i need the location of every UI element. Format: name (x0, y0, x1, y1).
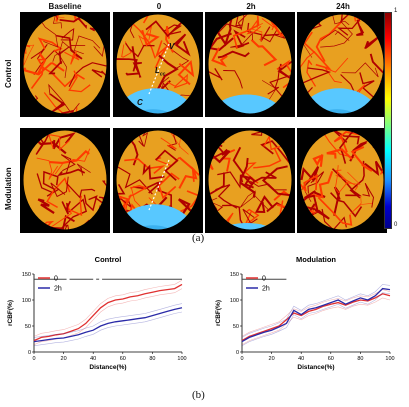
col-header-2h: 2h (206, 2, 296, 11)
perfusion-image-modulation-2h (205, 128, 295, 233)
caption-a: (a) (192, 232, 204, 244)
colorbar-max-label: 1 (394, 8, 397, 14)
control-plot-series-0-lower-band (34, 289, 182, 345)
control-plot-legend-label-1: 2h (54, 286, 62, 293)
modulation-plot-ylabel: rCBF(%) (215, 300, 222, 326)
col-header-0: 0 (114, 2, 204, 11)
col-header-baseline: Baseline (20, 2, 110, 11)
control-plot-ytick-label: 50 (25, 324, 31, 330)
control-plot-series-1-lower-band (34, 312, 182, 346)
control-plot-series-1-upper-band (34, 304, 182, 338)
colorbar-min-label: 0 (394, 222, 397, 228)
control-plot-xtick-label: 0 (32, 356, 35, 362)
control-plot-ytick-label: 100 (22, 298, 31, 304)
control-plot-ytick-label: 150 (22, 272, 31, 278)
control-plot-xlabel: Distance(%) (89, 364, 126, 371)
modulation-plot-ytick-label: 50 (233, 324, 239, 330)
perfusion-image-control-baseline (20, 12, 110, 117)
perfusion-image-modulation-24h (297, 128, 387, 233)
modulation-plot-xtick-label: 80 (357, 356, 363, 362)
control-plot-ytick-label: 0 (28, 350, 31, 356)
annotation-lcc: Lcc (155, 66, 165, 78)
col-header-24h: 24h (298, 2, 388, 11)
control-plot-title: Control (95, 255, 122, 264)
modulation-plot-legend-label-0: 0 (262, 276, 266, 283)
modulation-plot-xtick-label: 60 (328, 356, 334, 362)
control-plot-xtick-label: 60 (120, 356, 126, 362)
perfusion-image-control-24h (297, 12, 387, 117)
modulation-plot-xtick-label: 20 (269, 356, 275, 362)
modulation-plot-xtick-label: 40 (298, 356, 304, 362)
control-plot-xtick-label: 40 (90, 356, 96, 362)
colorbar (384, 12, 392, 229)
control-plot-xtick-label: 80 (149, 356, 155, 362)
row-label-control: Control (4, 60, 13, 88)
caption-b: (b) (192, 389, 205, 401)
control-plot-ylabel: rCBF(%) (7, 300, 14, 326)
modulation-plot-ytick-label: 150 (230, 272, 239, 278)
modulation-plot-title: Modulation (296, 255, 336, 264)
modulation-plot: Modulation 0 50 100 150 0 20 40 60 80 100 Distance(… (212, 252, 407, 392)
perfusion-image-control-2h (205, 12, 295, 117)
control-plot-xtick-label: 100 (177, 356, 186, 362)
perfusion-image-modulation-baseline (20, 128, 110, 233)
control-plot-legend-label-0: 0 (54, 276, 58, 283)
control-plot-xtick-label: 20 (61, 356, 67, 362)
control-plot-series-1-line (34, 308, 182, 342)
modulation-plot-svg: Modulation 0 50 100 150 0 20 40 60 80 100 Distance(… (212, 252, 407, 387)
perfusion-image-modulation-0 (113, 128, 203, 233)
modulation-plot-xlabel: Distance(%) (297, 364, 334, 371)
annotation-v: V (169, 42, 174, 51)
annotation-c: C (137, 98, 143, 107)
annotation-lcc-subscript: cc (160, 72, 166, 78)
control-plot-svg: Control 0 50 100 150 0 20 40 60 80 100 Distance(%) r… (4, 252, 199, 387)
modulation-plot-series-0-line (242, 294, 390, 341)
row-label-modulation: Modulation (4, 167, 13, 210)
modulation-plot-ytick-label: 100 (230, 298, 239, 304)
modulation-plot-series-0-upper-band (242, 290, 390, 337)
control-plot: Control 0 50 100 150 0 20 40 60 80 100 Distance(%) r… (4, 252, 199, 392)
modulation-plot-xtick-label: 0 (240, 356, 243, 362)
modulation-plot-ytick-label: 0 (236, 350, 239, 356)
modulation-plot-legend-label-1: 2h (262, 286, 270, 293)
modulation-plot-xtick-label: 100 (385, 356, 394, 362)
control-plot-series-0-line (34, 284, 182, 340)
modulation-plot-series-1-line (242, 289, 390, 342)
perfusion-image-control-0 (113, 12, 203, 117)
